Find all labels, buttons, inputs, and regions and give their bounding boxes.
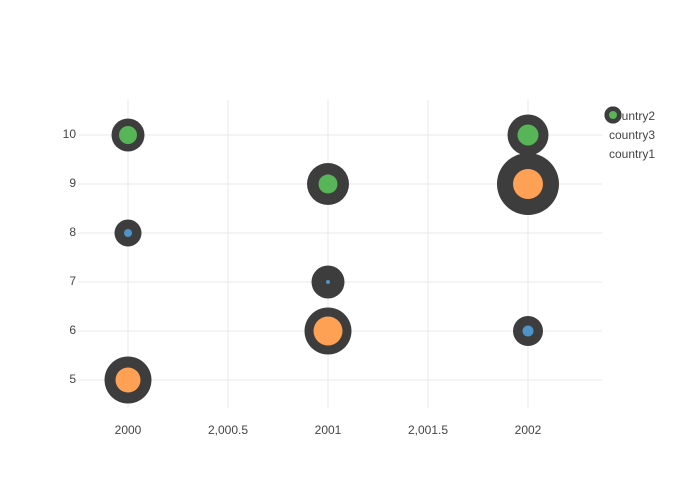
y-axis-tick-label: 8 — [69, 225, 76, 239]
bubble-core-country2[interactable] — [124, 229, 132, 237]
bubble-core-country2[interactable] — [326, 280, 330, 284]
bubble-core-country3[interactable] — [313, 316, 343, 346]
y-axis-tick-label: 7 — [69, 274, 76, 288]
bubble-core-country2[interactable] — [522, 325, 534, 337]
bubble-core-country3[interactable] — [115, 367, 141, 393]
x-axis-tick-label: 2,000.5 — [208, 423, 248, 437]
legend-marker-icon — [604, 106, 622, 124]
legend-label: country3 — [609, 127, 656, 142]
legend-marker-core — [609, 111, 617, 119]
y-axis-tick-label: 10 — [63, 127, 77, 141]
legend-item-country3[interactable]: country3 — [604, 106, 656, 144]
legend: country2 country3 country1 — [604, 106, 655, 163]
y-axis-tick-label: 6 — [69, 323, 76, 337]
legend-label: country1 — [609, 146, 656, 161]
x-axis-tick-label: 2002 — [515, 423, 542, 437]
bubble-core-country1[interactable] — [517, 124, 539, 146]
x-axis-tick-label: 2,001.5 — [408, 423, 448, 437]
y-axis-tick-label: 9 — [69, 176, 76, 190]
bubble-core-country3[interactable] — [513, 169, 543, 199]
y-axis-tick-label: 5 — [69, 372, 76, 386]
bubble-core-country1[interactable] — [119, 126, 137, 144]
x-axis-tick-label: 2001 — [315, 423, 342, 437]
bubble-core-country1[interactable] — [318, 174, 338, 194]
x-axis-tick-label: 2000 — [115, 423, 142, 437]
legend-item-country1[interactable]: country1 — [604, 106, 656, 163]
